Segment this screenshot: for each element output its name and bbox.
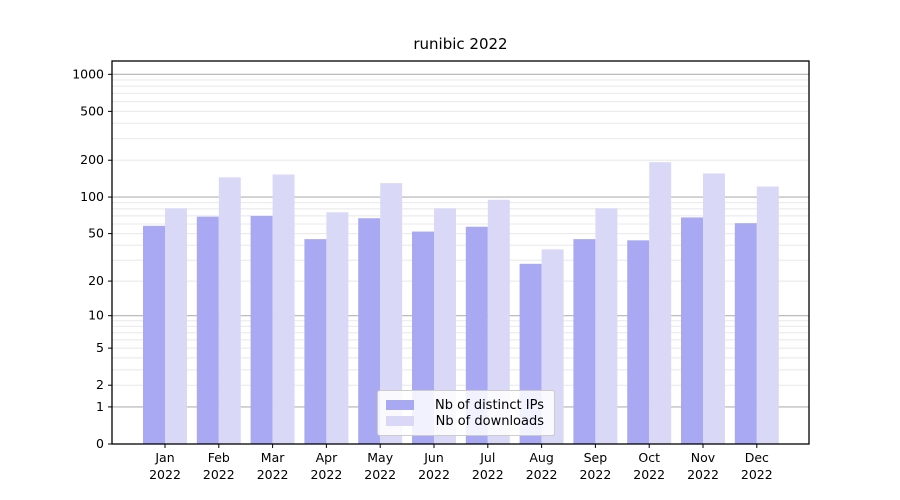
x-tick-label: Oct 2022 xyxy=(633,450,665,482)
x-tick-label: Feb 2022 xyxy=(203,450,235,482)
legend-swatch-downloads xyxy=(386,416,414,426)
bar-downloads-oct xyxy=(649,162,672,445)
y-tick-label: 10 xyxy=(88,308,104,323)
x-tick-label: Mar 2022 xyxy=(257,450,289,482)
y-tick-label: 500 xyxy=(80,103,104,118)
plot-frame xyxy=(111,60,810,445)
y-tick-label: 50 xyxy=(88,226,104,241)
bar-downloads-mar xyxy=(272,174,295,445)
bar-ips-sep xyxy=(573,239,596,444)
bar-ips-oct xyxy=(627,240,650,444)
x-tick-label: Aug 2022 xyxy=(526,450,558,482)
x-tick-label: Apr 2022 xyxy=(310,450,342,482)
x-tick-label: Dec 2022 xyxy=(741,450,773,482)
legend-swatch-distinct-ips xyxy=(386,400,414,410)
y-tick-label: 1 xyxy=(96,399,104,414)
x-tick-label: Jun 2022 xyxy=(418,450,450,482)
x-tick-label: Nov 2022 xyxy=(687,450,719,482)
chart-title: runibic 2022 xyxy=(413,35,508,53)
y-tick-label: 200 xyxy=(80,152,104,167)
bar-downloads-jul xyxy=(487,199,510,444)
bar-downloads-feb xyxy=(218,177,241,444)
y-tick-label: 2 xyxy=(96,377,104,392)
bar-ips-mar xyxy=(250,215,273,444)
bar-downloads-jun xyxy=(434,208,456,444)
bar-ips-apr xyxy=(304,239,327,444)
y-tick-label: 0 xyxy=(96,436,104,451)
legend-label-downloads: Nb of downloads xyxy=(435,413,544,429)
y-tick-label: 100 xyxy=(80,189,104,204)
x-tick-label: May 2022 xyxy=(364,450,396,482)
bar-ips-jul xyxy=(465,226,488,444)
legend-label-distinct-ips: Nb of distinct IPs xyxy=(435,397,544,413)
bar-ips-jan xyxy=(143,225,165,444)
x-tick-label: Jul 2022 xyxy=(472,450,504,482)
bar-downloads-nov xyxy=(703,173,725,445)
bar-downloads-jan xyxy=(165,208,187,444)
x-tick-label: Jan 2022 xyxy=(149,450,181,482)
legend: Nb of distinct IPs Nb of downloads xyxy=(377,390,555,436)
bar-ips-dec xyxy=(734,223,757,444)
bar-ips-feb xyxy=(196,216,219,444)
bar-downloads-dec xyxy=(756,186,779,444)
y-tick-label: 5 xyxy=(96,340,104,355)
bar-downloads-sep xyxy=(595,208,618,444)
legend-item-distinct-ips: Nb of distinct IPs xyxy=(386,397,544,413)
y-tick-label: 20 xyxy=(88,273,104,288)
bar-downloads-apr xyxy=(326,212,349,444)
x-tick-label: Sep 2022 xyxy=(579,450,611,482)
legend-item-downloads: Nb of downloads xyxy=(386,413,544,429)
y-tick-label: 1000 xyxy=(72,66,104,81)
bar-ips-nov xyxy=(681,217,703,444)
bar-ips-may xyxy=(358,218,381,444)
bar-downloads-may xyxy=(380,183,403,444)
